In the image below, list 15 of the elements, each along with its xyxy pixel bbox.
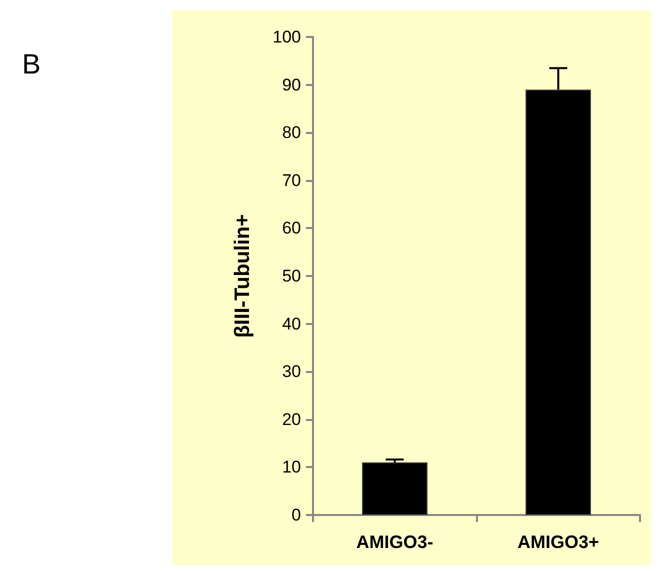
y-tick-label: 80 [282,123,301,142]
x-tick-label: AMIGO3- [356,532,434,552]
y-tick-label: 70 [282,170,301,190]
y-axis-title: βIII-Tubulin+ [231,214,254,338]
y-tick-label: 0 [292,506,301,524]
y-tick-label: 60 [282,218,301,238]
text: B [22,48,41,80]
y-tick-label: 100 [272,28,301,46]
y-tick-label: 90 [282,75,301,94]
y-tick-label: 10 [282,458,301,477]
y-tick-label: 20 [282,410,301,429]
y-tick-label: 40 [282,314,301,334]
y-tick-label: 50 [282,266,301,286]
y-tick-label: 30 [282,362,301,382]
x-tick-label: AMIGO3+ [517,532,600,552]
